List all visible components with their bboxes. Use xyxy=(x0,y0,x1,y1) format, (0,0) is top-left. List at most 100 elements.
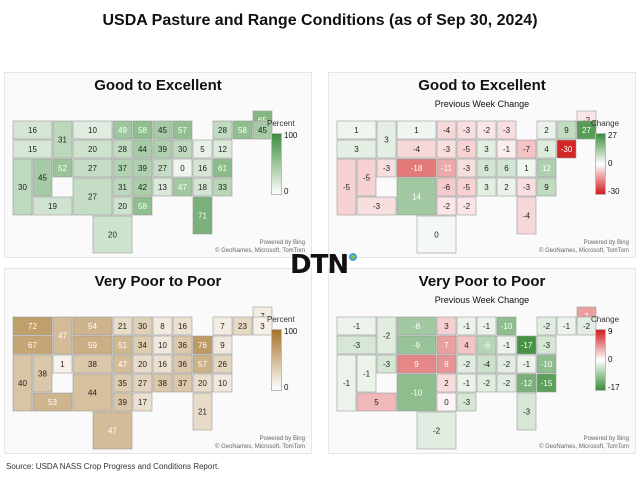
state-co xyxy=(72,158,113,178)
state-value-az: -3 xyxy=(373,202,381,211)
state-value-me: 65 xyxy=(258,116,267,125)
state-value-ia: 34 xyxy=(138,341,147,350)
state-wv xyxy=(192,354,213,374)
state-tn xyxy=(152,373,173,393)
panel-subtitle: Previous Week Change xyxy=(434,99,530,109)
state-ms xyxy=(152,354,173,374)
state-ne xyxy=(436,354,457,374)
state-id xyxy=(52,120,73,159)
state-ga xyxy=(192,177,213,197)
state-value-in: -1 xyxy=(503,341,511,350)
state-il xyxy=(152,335,173,355)
state-value-ms: -4 xyxy=(483,360,491,369)
state-value-ks: 35 xyxy=(118,379,127,388)
state-value-nv: -1 xyxy=(363,370,371,379)
state-value-nh: 3 xyxy=(260,322,265,331)
legend-color-bar xyxy=(595,329,606,391)
state-value-mn: 58 xyxy=(138,126,147,135)
legend-color-bar xyxy=(271,329,282,391)
state-value-ms: 27 xyxy=(158,164,167,173)
state-pa xyxy=(212,120,233,140)
state-value-ne: -11 xyxy=(441,164,453,173)
legend: Percent 100 0 xyxy=(267,119,303,229)
legend: Change 27 0 -30 xyxy=(591,119,627,229)
state-value-ks: 2 xyxy=(444,379,449,388)
state-value-nc: 61 xyxy=(218,164,227,173)
state-value-fl: -3 xyxy=(523,408,531,417)
legend-title: Percent xyxy=(267,315,295,324)
state-value-id: 3 xyxy=(384,136,389,145)
state-value-wv: 16 xyxy=(198,164,207,173)
state-ia xyxy=(456,139,477,159)
source-note: Source: USDA NASS Crop Progress and Cond… xyxy=(6,462,220,471)
legend-max-label: 9 xyxy=(608,327,613,336)
state-value-wi: 45 xyxy=(158,126,167,135)
state-value-in: -1 xyxy=(503,145,511,154)
state-value-me: 7 xyxy=(584,312,589,321)
state-tx xyxy=(92,215,133,254)
legend-max-label: 100 xyxy=(284,131,298,140)
legend: Change 9 0 -17 xyxy=(591,315,627,425)
state-value-id: 47 xyxy=(58,332,67,341)
state-value-pa: 2 xyxy=(544,126,549,135)
state-ga xyxy=(516,177,537,197)
state-al xyxy=(496,177,517,197)
state-value-ut: -3 xyxy=(383,164,391,173)
us-map: 13-5-531-4-3-3-1814-4-3-11-6-20-3-5-3-5-… xyxy=(336,110,597,254)
bing-credit: Powered by Bing xyxy=(583,240,629,246)
legend-title: Percent xyxy=(267,119,295,128)
state-sc xyxy=(212,177,233,197)
state-value-ky: 6 xyxy=(504,164,509,173)
state-ut xyxy=(376,158,397,178)
state-pa xyxy=(536,316,557,336)
state-value-or: 67 xyxy=(28,341,37,350)
state-value-nh: 27 xyxy=(582,126,591,135)
state-ar xyxy=(132,177,153,197)
state-az xyxy=(356,196,397,216)
panel-title: Very Poor to Poor xyxy=(418,273,546,290)
state-il xyxy=(476,139,497,159)
state-value-ct: -30 xyxy=(561,145,573,154)
state-value-al: 47 xyxy=(178,183,187,192)
state-wv xyxy=(516,158,537,178)
state-oh xyxy=(192,335,213,355)
map-copyright: © GeoNames, Microsoft, TomTom xyxy=(215,248,305,254)
state-value-wy: 59 xyxy=(88,341,97,350)
state-value-ga: -12 xyxy=(521,379,533,388)
state-value-al: 37 xyxy=(178,379,187,388)
state-value-nm: 27 xyxy=(88,193,97,202)
state-ny xyxy=(232,316,253,336)
state-value-ca: 30 xyxy=(18,183,27,192)
map-copyright: © GeoNames, Microsoft, TomTom xyxy=(215,444,305,450)
state-value-co: 38 xyxy=(88,360,97,369)
state-mi xyxy=(172,316,193,336)
state-value-wa: 16 xyxy=(28,126,37,135)
state-value-va: -3 xyxy=(543,341,551,350)
state-wi xyxy=(152,316,173,336)
bing-credit: Powered by Bing xyxy=(583,436,629,442)
state-ms xyxy=(152,158,173,178)
state-value-wv: -1 xyxy=(523,360,531,369)
state-value-sc: 33 xyxy=(218,183,227,192)
state-value-tn: -2 xyxy=(483,379,491,388)
state-ks xyxy=(436,373,457,393)
state-value-oh: 76 xyxy=(198,341,207,350)
state-value-nv: 38 xyxy=(38,370,47,379)
state-mi xyxy=(496,316,517,336)
state-value-va: 4 xyxy=(544,145,549,154)
state-or xyxy=(336,335,377,355)
state-ny xyxy=(556,120,577,140)
state-nm xyxy=(72,373,113,412)
state-value-nd: 21 xyxy=(118,322,127,331)
state-value-pa: 7 xyxy=(220,322,225,331)
state-value-nh: 45 xyxy=(258,126,267,135)
state-value-wi: -1 xyxy=(483,322,491,331)
state-ky xyxy=(172,354,193,374)
state-value-ca: -5 xyxy=(343,183,351,192)
state-nv xyxy=(356,158,377,197)
state-ok xyxy=(436,196,457,216)
state-value-mn: 30 xyxy=(138,322,147,331)
state-in xyxy=(496,139,517,159)
state-value-wa: 1 xyxy=(354,126,359,135)
state-ne xyxy=(112,354,133,374)
